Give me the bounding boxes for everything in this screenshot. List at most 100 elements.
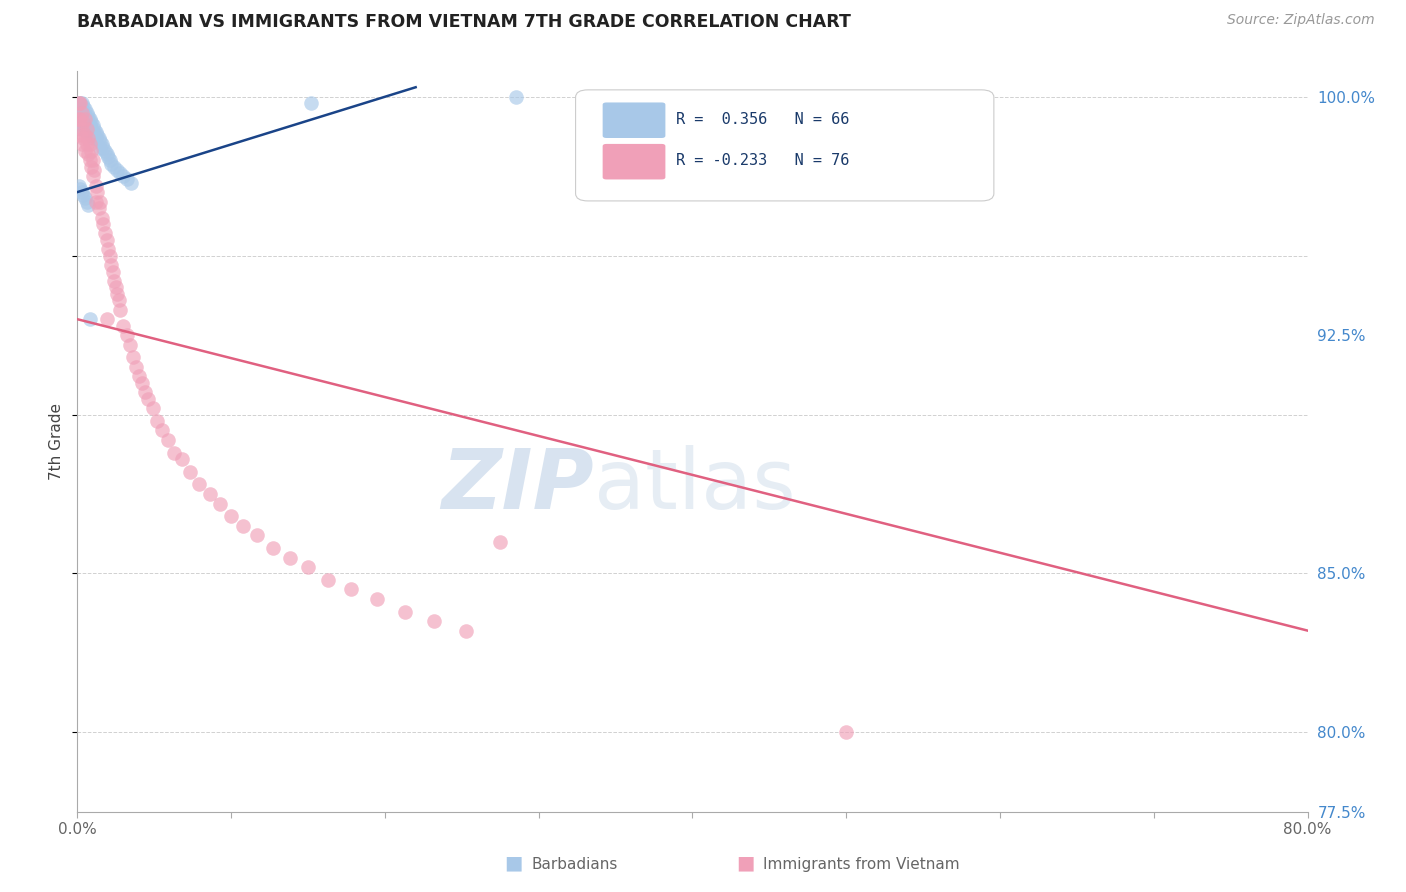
Point <box>87 201 110 215</box>
Point <box>97 242 120 256</box>
Point <box>121 351 143 365</box>
Text: ZIP: ZIP <box>441 445 595 526</box>
Point <box>90 211 114 225</box>
Point <box>835 725 858 739</box>
Point <box>76 121 98 136</box>
Point <box>72 112 94 126</box>
Point <box>73 103 96 117</box>
Point <box>157 433 180 447</box>
Point <box>83 128 105 142</box>
Point <box>366 591 388 606</box>
Point <box>69 96 91 111</box>
Point <box>67 96 90 111</box>
Point <box>76 105 98 120</box>
Point <box>80 115 103 129</box>
Point <box>246 528 269 542</box>
Point <box>79 125 101 139</box>
Point <box>79 112 101 126</box>
Point <box>110 302 132 317</box>
Point <box>79 119 101 133</box>
Point <box>142 401 165 416</box>
Point <box>69 112 91 126</box>
Point <box>262 541 284 555</box>
Point <box>72 119 94 133</box>
Point <box>89 140 111 154</box>
Point <box>505 89 527 103</box>
Point <box>83 121 105 136</box>
Point <box>118 337 141 351</box>
Point <box>67 103 90 117</box>
Point <box>80 121 103 136</box>
Point <box>83 162 105 177</box>
Point <box>70 185 93 199</box>
Text: Barbadians: Barbadians <box>531 857 617 872</box>
Point <box>77 115 100 129</box>
Point <box>72 188 94 202</box>
Point <box>297 560 319 574</box>
Point <box>179 465 201 479</box>
Point <box>394 605 416 619</box>
Point <box>84 125 107 139</box>
Point <box>77 121 100 136</box>
Point <box>70 137 93 152</box>
Point <box>86 185 108 199</box>
Point <box>278 550 301 565</box>
Point <box>232 518 254 533</box>
Point <box>93 217 115 231</box>
Point <box>170 452 193 467</box>
Point <box>80 144 103 158</box>
Point <box>86 128 108 142</box>
Point <box>103 274 125 288</box>
Point <box>73 128 96 142</box>
Point <box>69 103 91 117</box>
Point <box>299 96 322 111</box>
Point <box>70 121 93 136</box>
Point <box>70 115 93 129</box>
Point <box>77 109 100 123</box>
Point <box>100 258 122 272</box>
Text: ■: ■ <box>735 854 755 872</box>
Point <box>73 112 96 126</box>
Text: Source: ZipAtlas.com: Source: ZipAtlas.com <box>1227 13 1375 28</box>
Point <box>76 137 98 152</box>
Text: BARBADIAN VS IMMIGRANTS FROM VIETNAM 7TH GRADE CORRELATION CHART: BARBADIAN VS IMMIGRANTS FROM VIETNAM 7TH… <box>77 13 851 31</box>
Point <box>82 119 104 133</box>
Point <box>163 445 186 459</box>
Point <box>456 624 478 638</box>
Point <box>73 144 96 158</box>
Point <box>76 112 98 126</box>
Point <box>82 169 104 184</box>
Point <box>67 178 90 193</box>
Point <box>67 96 90 111</box>
Point <box>76 125 98 139</box>
Point <box>115 172 138 186</box>
Point <box>70 109 93 123</box>
Point <box>77 147 100 161</box>
Point <box>97 150 120 164</box>
FancyBboxPatch shape <box>603 103 665 138</box>
Text: R = -0.233   N = 76: R = -0.233 N = 76 <box>676 153 849 169</box>
Point <box>90 137 114 152</box>
Point <box>340 582 363 597</box>
Point <box>67 112 90 126</box>
Point <box>101 264 124 278</box>
Point <box>89 134 111 148</box>
Point <box>96 312 118 326</box>
Point <box>76 194 98 209</box>
Point <box>70 105 93 120</box>
Text: R =  0.356   N = 66: R = 0.356 N = 66 <box>676 112 849 127</box>
Text: atlas: atlas <box>595 445 796 526</box>
Point <box>108 293 131 307</box>
Point <box>94 227 117 241</box>
Point <box>69 96 91 111</box>
Point <box>72 115 94 129</box>
Point <box>96 147 118 161</box>
Point <box>89 194 111 209</box>
Point <box>82 153 104 168</box>
Y-axis label: 7th Grade: 7th Grade <box>49 403 65 480</box>
Point <box>115 328 138 343</box>
Point <box>131 376 153 390</box>
Point <box>94 144 117 158</box>
Point <box>112 318 135 333</box>
Point <box>96 233 118 247</box>
